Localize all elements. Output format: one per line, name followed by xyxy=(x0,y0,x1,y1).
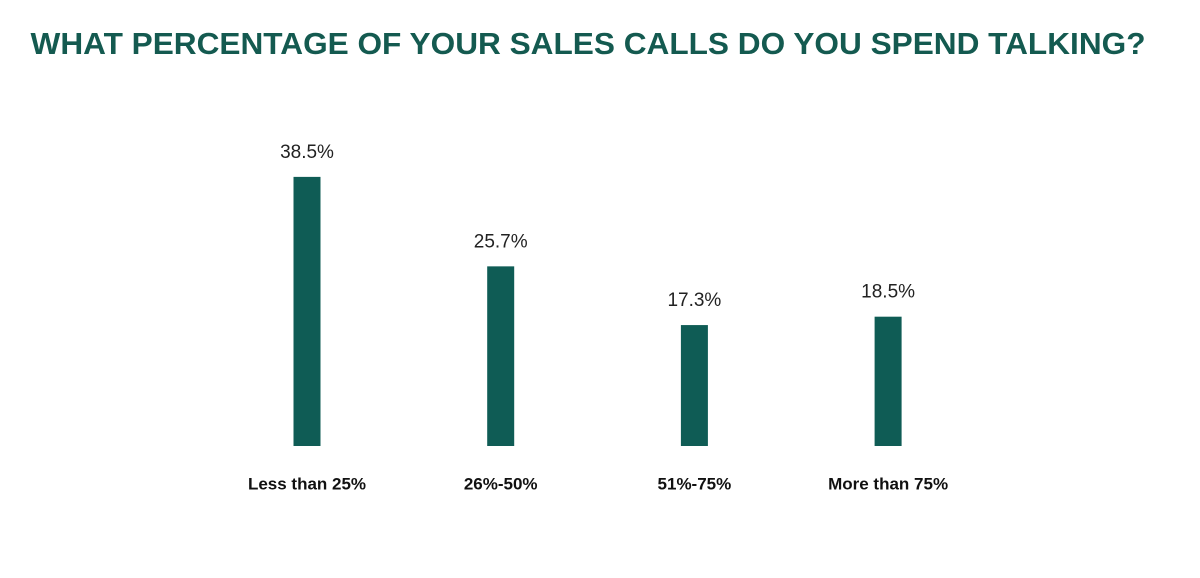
x-tick-label: 26%-50% xyxy=(464,474,538,493)
bar xyxy=(874,316,902,446)
value-label: 25.7% xyxy=(474,231,528,252)
bar xyxy=(293,176,321,446)
value-label: 17.3% xyxy=(667,290,721,311)
x-tick-label: Less than 25% xyxy=(248,474,366,493)
x-tick-label: 51%-75% xyxy=(658,474,732,493)
value-label: 18.5% xyxy=(861,282,915,303)
bar xyxy=(680,325,708,446)
x-tick-label: More than 75% xyxy=(828,474,948,493)
value-label: 38.5% xyxy=(280,142,334,163)
bar xyxy=(487,266,515,446)
chart-title: WHAT PERCENTAGE OF YOUR SALES CALLS DO Y… xyxy=(31,26,1146,61)
